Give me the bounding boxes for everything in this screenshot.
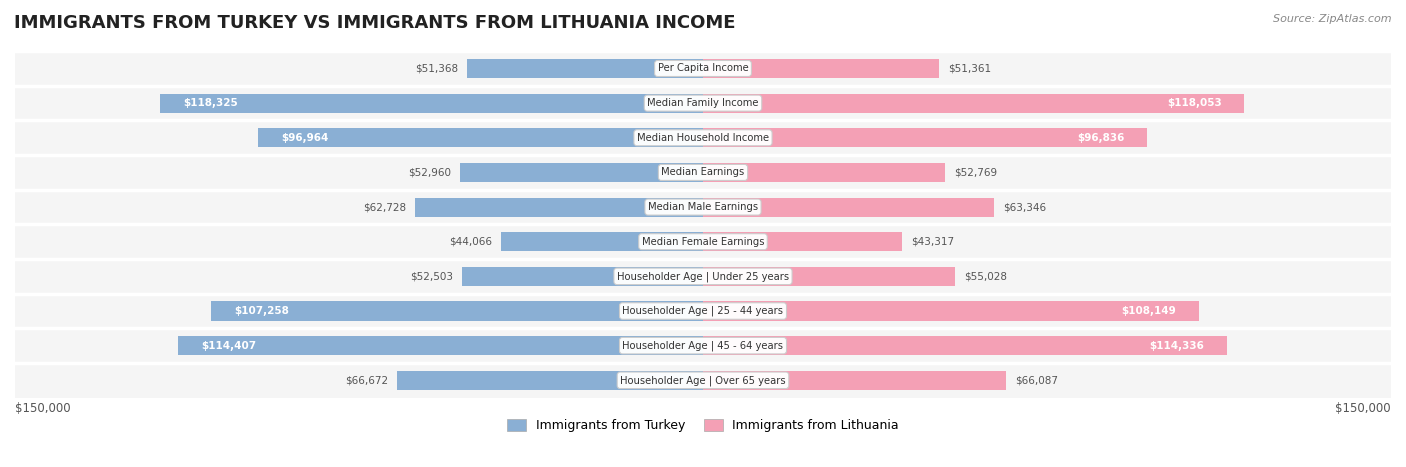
FancyBboxPatch shape xyxy=(415,198,703,217)
Text: $96,836: $96,836 xyxy=(1077,133,1125,143)
Text: Median Female Earnings: Median Female Earnings xyxy=(641,237,765,247)
Text: $150,000: $150,000 xyxy=(15,402,70,415)
FancyBboxPatch shape xyxy=(15,294,1391,328)
Text: $114,336: $114,336 xyxy=(1150,340,1205,351)
FancyBboxPatch shape xyxy=(703,371,1007,390)
Text: $55,028: $55,028 xyxy=(965,271,1008,281)
Text: $63,346: $63,346 xyxy=(1002,202,1046,212)
FancyBboxPatch shape xyxy=(703,198,994,217)
Text: Householder Age | Under 25 years: Householder Age | Under 25 years xyxy=(617,271,789,282)
Text: Per Capita Income: Per Capita Income xyxy=(658,64,748,73)
FancyBboxPatch shape xyxy=(703,59,939,78)
Legend: Immigrants from Turkey, Immigrants from Lithuania: Immigrants from Turkey, Immigrants from … xyxy=(502,414,904,437)
Text: $52,503: $52,503 xyxy=(411,271,453,281)
FancyBboxPatch shape xyxy=(467,59,703,78)
Text: $51,361: $51,361 xyxy=(948,64,991,73)
Text: $107,258: $107,258 xyxy=(233,306,288,316)
FancyBboxPatch shape xyxy=(15,328,1391,363)
FancyBboxPatch shape xyxy=(160,93,703,113)
FancyBboxPatch shape xyxy=(703,336,1227,355)
Text: Householder Age | 25 - 44 years: Householder Age | 25 - 44 years xyxy=(623,306,783,316)
Text: IMMIGRANTS FROM TURKEY VS IMMIGRANTS FROM LITHUANIA INCOME: IMMIGRANTS FROM TURKEY VS IMMIGRANTS FRO… xyxy=(14,14,735,32)
FancyBboxPatch shape xyxy=(398,371,703,390)
FancyBboxPatch shape xyxy=(703,93,1244,113)
Text: $52,769: $52,769 xyxy=(955,167,997,177)
FancyBboxPatch shape xyxy=(460,163,703,182)
Text: Median Male Earnings: Median Male Earnings xyxy=(648,202,758,212)
FancyBboxPatch shape xyxy=(703,163,945,182)
FancyBboxPatch shape xyxy=(15,51,1391,86)
FancyBboxPatch shape xyxy=(211,302,703,320)
FancyBboxPatch shape xyxy=(15,224,1391,259)
Text: $118,325: $118,325 xyxy=(183,98,238,108)
Text: $43,317: $43,317 xyxy=(911,237,955,247)
Text: Median Family Income: Median Family Income xyxy=(647,98,759,108)
Text: Householder Age | Over 65 years: Householder Age | Over 65 years xyxy=(620,375,786,386)
FancyBboxPatch shape xyxy=(703,128,1147,147)
Text: $62,728: $62,728 xyxy=(363,202,406,212)
FancyBboxPatch shape xyxy=(703,232,901,251)
Text: $51,368: $51,368 xyxy=(415,64,458,73)
Text: $114,407: $114,407 xyxy=(201,340,256,351)
Text: $66,087: $66,087 xyxy=(1015,375,1059,385)
Text: $96,964: $96,964 xyxy=(281,133,329,143)
Text: $118,053: $118,053 xyxy=(1167,98,1222,108)
FancyBboxPatch shape xyxy=(15,259,1391,294)
Text: $52,960: $52,960 xyxy=(408,167,451,177)
FancyBboxPatch shape xyxy=(259,128,703,147)
FancyBboxPatch shape xyxy=(15,120,1391,155)
Text: Source: ZipAtlas.com: Source: ZipAtlas.com xyxy=(1274,14,1392,24)
FancyBboxPatch shape xyxy=(703,302,1199,320)
Text: $150,000: $150,000 xyxy=(1336,402,1391,415)
Text: $66,672: $66,672 xyxy=(344,375,388,385)
FancyBboxPatch shape xyxy=(15,155,1391,190)
FancyBboxPatch shape xyxy=(703,267,956,286)
Text: Median Household Income: Median Household Income xyxy=(637,133,769,143)
FancyBboxPatch shape xyxy=(179,336,703,355)
Text: Median Earnings: Median Earnings xyxy=(661,167,745,177)
Text: $108,149: $108,149 xyxy=(1122,306,1175,316)
FancyBboxPatch shape xyxy=(501,232,703,251)
FancyBboxPatch shape xyxy=(15,190,1391,224)
FancyBboxPatch shape xyxy=(463,267,703,286)
FancyBboxPatch shape xyxy=(15,363,1391,397)
Text: $44,066: $44,066 xyxy=(449,237,492,247)
Text: Householder Age | 45 - 64 years: Householder Age | 45 - 64 years xyxy=(623,340,783,351)
FancyBboxPatch shape xyxy=(15,86,1391,120)
